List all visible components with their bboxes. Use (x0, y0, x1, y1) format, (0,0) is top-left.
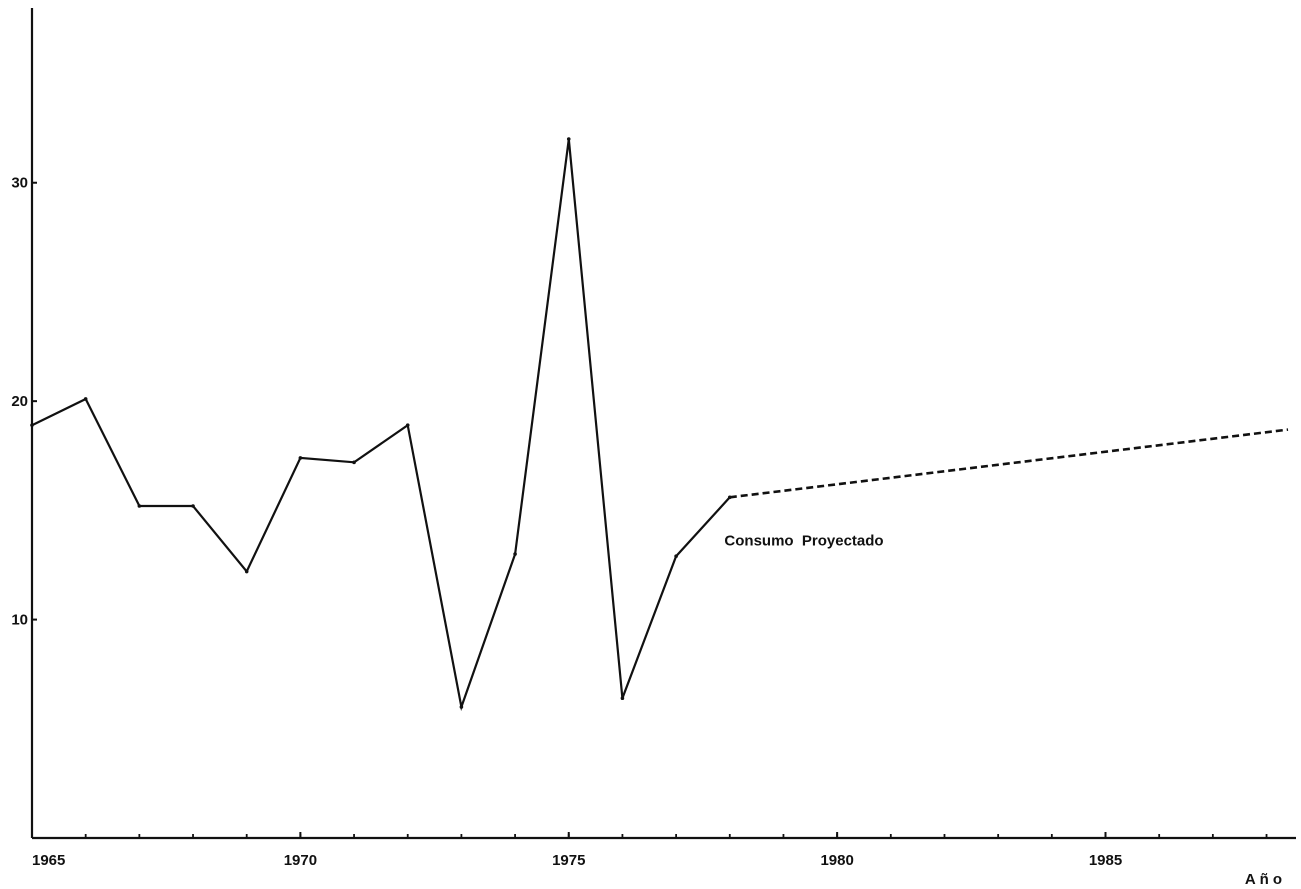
x-tick-label-1975: 1975 (552, 852, 585, 869)
data-point-1968 (191, 504, 195, 508)
x-tick-label-1965: 1965 (32, 852, 65, 869)
data-point-1975 (566, 137, 571, 141)
labels: Año Consumo Proyectado (724, 532, 1286, 888)
data-point-1966 (83, 397, 88, 401)
y-tick-label-30: 30 (11, 175, 28, 192)
y-tick-label-20: 20 (11, 393, 28, 410)
annotation-consumo-proyectado: Consumo Proyectado (724, 532, 883, 549)
data-point-1965 (30, 423, 34, 427)
data-point-1972 (405, 423, 410, 427)
series-layer (30, 137, 1289, 712)
series-dashed-line (729, 428, 1289, 499)
series-solid-line (31, 138, 731, 712)
y-tick-label-10: 10 (11, 612, 28, 629)
x-axis-label: Año (1245, 871, 1286, 888)
data-point-1969 (244, 569, 249, 574)
x-tick-label-1970: 1970 (284, 852, 317, 869)
data-point-1974 (513, 552, 517, 556)
data-point-1977 (674, 554, 678, 559)
data-point-1970 (298, 456, 303, 460)
x-tick-label-1980: 1980 (820, 852, 853, 869)
data-point-1973 (459, 705, 464, 709)
axes: 1965 1970 1975 1980 1985 10 20 30 (11, 8, 1296, 869)
data-point-1967 (137, 504, 142, 508)
data-point-1971 (352, 460, 356, 465)
data-point-1976 (620, 696, 625, 701)
x-tick-label-1985: 1985 (1089, 852, 1122, 869)
